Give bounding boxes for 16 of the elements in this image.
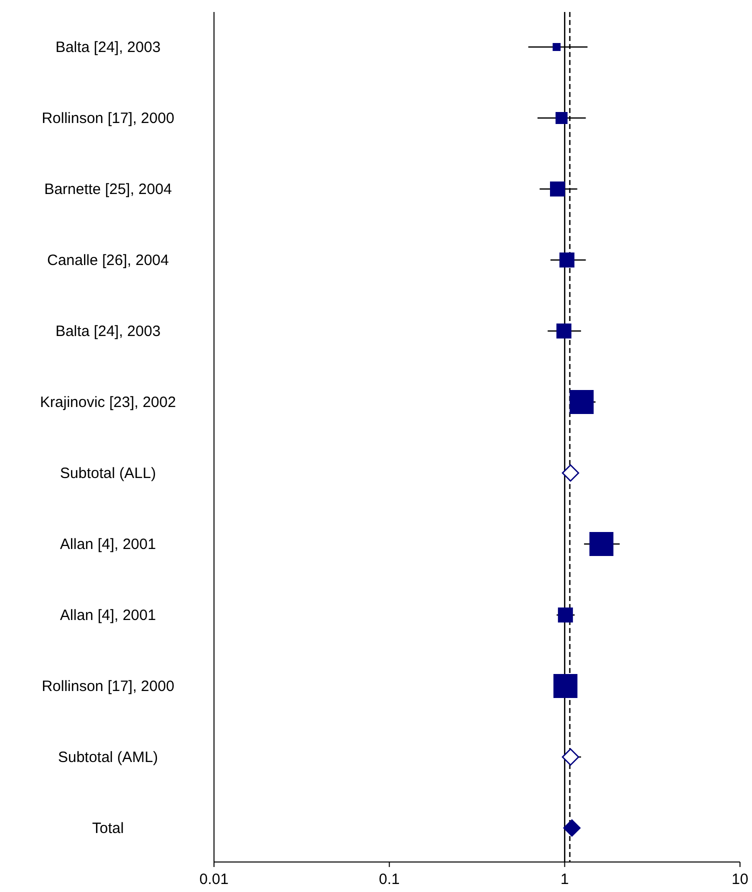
y-tick-label: Rollinson [17], 2000 — [42, 678, 174, 695]
y-tick-label: Barnette [25], 2004 — [44, 181, 172, 198]
y-tick-label: Canalle [26], 2004 — [47, 252, 169, 269]
x-tick-label: 1 — [560, 871, 569, 888]
x-tick-label: 10 — [732, 871, 748, 888]
y-tick-label: Subtotal (ALL) — [60, 465, 156, 482]
y-tick-label: Rollinson [17], 2000 — [42, 110, 174, 127]
y-tick-label: Allan [4], 2001 — [60, 536, 156, 553]
y-tick-label: Allan [4], 2001 — [60, 607, 156, 624]
x-tick-label: 0.01 — [199, 871, 229, 888]
y-tick-label: Balta [24], 2003 — [55, 323, 161, 340]
x-tick-label: 0.1 — [378, 871, 400, 888]
y-tick-label: Subtotal (AML) — [58, 749, 158, 766]
y-tick-label: Total — [92, 820, 124, 837]
y-tick-label: Balta [24], 2003 — [55, 39, 161, 56]
y-tick-label: Krajinovic [23], 2002 — [40, 394, 176, 411]
